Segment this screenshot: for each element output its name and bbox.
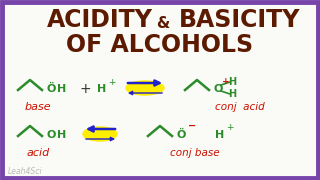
- Text: Leah4Sci: Leah4Sci: [8, 168, 43, 177]
- Ellipse shape: [83, 127, 117, 141]
- Text: H: H: [215, 130, 225, 140]
- Text: H: H: [57, 84, 67, 94]
- Text: −: −: [188, 121, 196, 131]
- Text: ACIDITY: ACIDITY: [47, 8, 153, 32]
- Text: BASICITY: BASICITY: [179, 8, 301, 32]
- Text: H: H: [57, 130, 67, 140]
- Text: +: +: [79, 82, 91, 96]
- Text: H: H: [97, 84, 107, 94]
- Text: H: H: [228, 89, 236, 99]
- Text: acid: acid: [26, 148, 50, 158]
- Text: Ö: Ö: [46, 84, 56, 94]
- Ellipse shape: [126, 81, 164, 95]
- Text: +: +: [108, 78, 116, 87]
- Text: &: &: [156, 15, 170, 30]
- Text: +: +: [222, 76, 230, 86]
- Text: Ö: Ö: [176, 130, 186, 140]
- Text: H: H: [228, 77, 236, 87]
- Text: base: base: [25, 102, 51, 112]
- Text: O: O: [213, 84, 223, 94]
- Text: OF ALCOHOLS: OF ALCOHOLS: [67, 33, 253, 57]
- Text: O: O: [46, 130, 56, 140]
- Text: conj base: conj base: [170, 148, 220, 158]
- Text: conj  acid: conj acid: [215, 102, 265, 112]
- Text: +: +: [226, 123, 234, 132]
